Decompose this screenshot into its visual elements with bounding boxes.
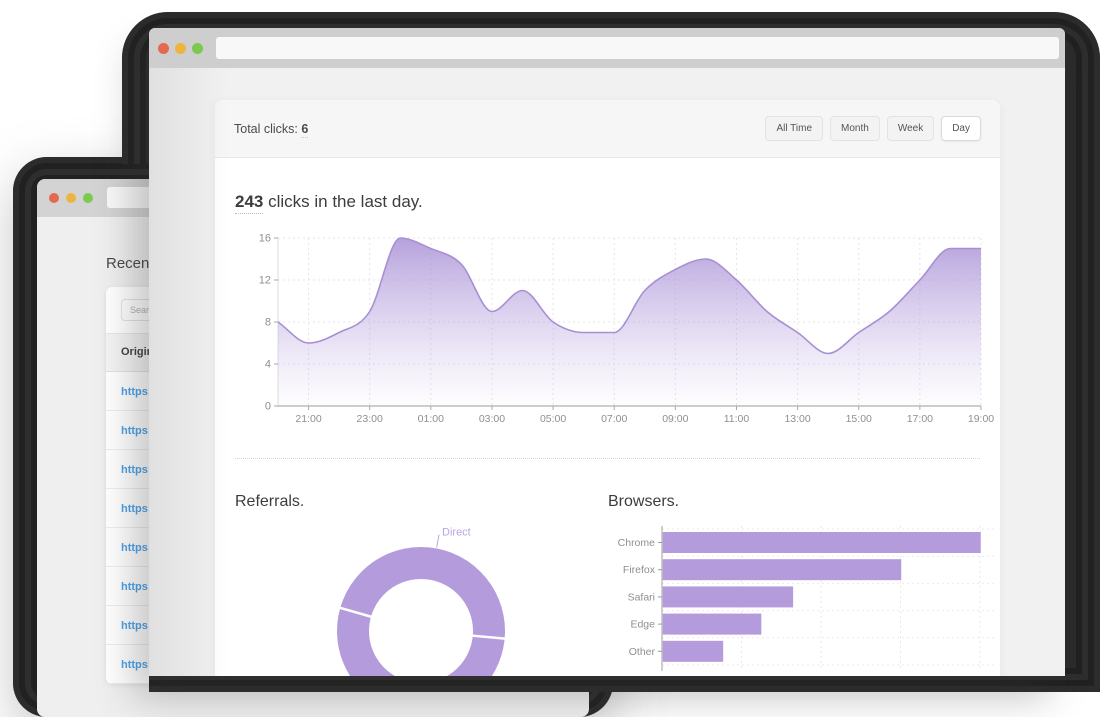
svg-text:16: 16 [259,233,271,245]
browsers-title: Browsers. [608,493,680,510]
original-url-link[interactable]: https:// [121,425,158,437]
original-url-link[interactable]: https:// [121,386,158,398]
time-range-filter-group: All Time Month Week Day [765,116,981,141]
svg-text:11:00: 11:00 [724,413,750,425]
svg-text:12: 12 [259,275,271,287]
svg-text:01:00: 01:00 [418,413,444,425]
svg-text:03:00: 03:00 [479,413,505,425]
svg-text:4: 4 [265,359,271,371]
svg-text:13:00: 13:00 [784,413,810,425]
section-divider [235,458,980,459]
bar-label-safari: Safari [628,591,655,603]
front-window-address-bar[interactable] [216,37,1059,59]
bar-label-firefox: Firefox [623,564,656,576]
total-clicks: Total clicks: 6 [234,121,309,138]
minimize-icon[interactable] [66,193,76,203]
filter-button-month[interactable]: Month [830,116,880,141]
bar-label-edge: Edge [630,619,655,631]
maximize-icon[interactable] [192,42,203,54]
bar-label-other: Other [629,646,656,658]
total-clicks-value: 6 [301,121,309,138]
svg-text:21:00: 21:00 [295,413,321,425]
svg-text:23:00: 23:00 [357,413,383,425]
svg-text:19:00: 19:00 [968,413,994,425]
filter-button-all-time[interactable]: All Time [765,116,824,141]
svg-text:09:00: 09:00 [662,413,688,425]
svg-text:0: 0 [265,401,271,413]
original-url-link[interactable]: https:// [121,464,158,476]
filter-button-day[interactable]: Day [941,116,981,141]
clicks-headline-text: clicks in the last day. [263,192,423,211]
referrals-title: Referrals. [235,493,305,510]
analytics-card: Total clicks: 6 All Time Month Week Day 243… [215,100,1000,676]
original-url-link[interactable]: https:// [121,542,158,554]
front-browser-window: Total clicks: 6 All Time Month Week Day 243… [149,28,1065,676]
close-icon[interactable] [49,193,59,203]
front-window-titlebar [149,28,1065,68]
filter-button-week[interactable]: Week [886,116,935,141]
analytics-card-header: Total clicks: 6 All Time Month Week Day [215,100,1000,158]
minimize-icon[interactable] [175,42,186,54]
original-url-link[interactable]: https:// [121,581,158,593]
front-window-traffic-lights [149,42,203,54]
original-url-link[interactable]: https:// [121,620,158,632]
referrals-donut-chart: Direct [337,527,508,676]
close-icon[interactable] [158,42,169,54]
clicks-count: 243 [235,192,264,214]
total-clicks-label: Total clicks: [234,121,298,136]
original-url-link[interactable]: https:// [121,503,158,515]
back-page-title: Recent [106,255,154,272]
back-window-traffic-lights [37,193,93,203]
analytics-card-body: 243 clicks in the last day. 0 4 8 12 16 21:00… [215,158,1000,676]
bottom-charts-row: Referrals. Direct Browsers. Chrome Firefo… [235,493,997,676]
svg-text:17:00: 17:00 [907,413,933,425]
original-url-link[interactable]: https:// [121,659,158,671]
browsers-section: Browsers. Chrome Firefox Safari Edge Other [608,493,1000,676]
clicks-headline: 243 clicks in the last day. [235,192,980,214]
browsers-bar-chart: Chrome Firefox Safari Edge Other [618,526,997,671]
referrals-section: Referrals. Direct [235,493,608,676]
svg-text:8: 8 [265,317,271,329]
svg-text:07:00: 07:00 [601,413,627,425]
clicks-area-chart: 0 4 8 12 16 21:00 23:00 01:00 03:00 05:00 07:00 09:… [259,233,995,426]
svg-text:15:00: 15:00 [846,413,872,425]
bar-label-chrome: Chrome [618,537,656,549]
svg-text:05:00: 05:00 [540,413,566,425]
maximize-icon[interactable] [83,193,93,203]
donut-label-direct: Direct [442,527,471,539]
